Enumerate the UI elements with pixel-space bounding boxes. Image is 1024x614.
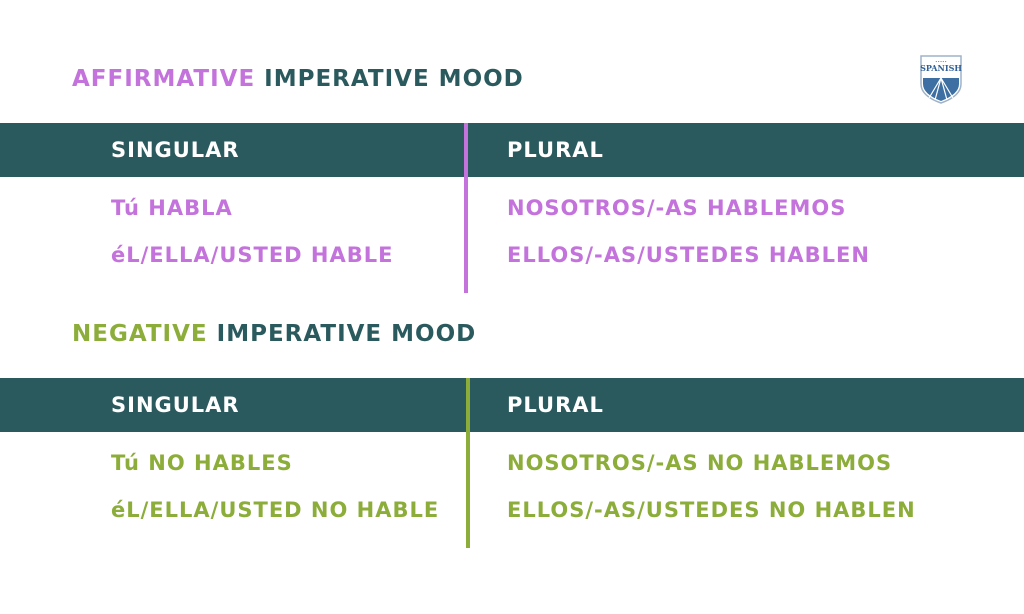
negative-singular-1: Tú NO HABLES bbox=[111, 451, 293, 475]
negative-plural-header: PLURAL bbox=[507, 393, 604, 417]
affirmative-plural-1: NOSOTROS/-AS HABLEMOS bbox=[507, 196, 847, 220]
logo-text: SPANISH bbox=[920, 63, 962, 73]
negative-column-divider bbox=[466, 378, 470, 548]
affirmative-singular-header: SINGULAR bbox=[111, 138, 240, 162]
svg-text:•••••: ••••• bbox=[935, 59, 947, 64]
affirmative-title-rest: IMPERATIVE MOOD bbox=[264, 66, 524, 92]
affirmative-plural-2: ELLOS/-AS/USTEDES HABLEN bbox=[507, 243, 870, 267]
negative-singular-2: éL/ELLA/USTED NO HABLE bbox=[111, 498, 440, 522]
negative-singular-header: SINGULAR bbox=[111, 393, 240, 417]
affirmative-title-accent: AFFIRMATIVE bbox=[72, 66, 256, 92]
affirmative-singular-2: éL/ELLA/USTED HABLE bbox=[111, 243, 394, 267]
affirmative-column-divider bbox=[464, 123, 468, 293]
negative-header-band: SINGULAR PLURAL bbox=[0, 378, 1024, 432]
affirmative-plural-header: PLURAL bbox=[507, 138, 604, 162]
negative-plural-2: ELLOS/-AS/USTEDES NO HABLEN bbox=[507, 498, 916, 522]
affirmative-header-band: SINGULAR PLURAL bbox=[0, 123, 1024, 177]
negative-title: NEGATIVE IMPERATIVE MOOD bbox=[72, 323, 476, 346]
affirmative-title: AFFIRMATIVE IMPERATIVE MOOD bbox=[72, 68, 524, 91]
negative-title-accent: NEGATIVE bbox=[72, 321, 208, 347]
negative-title-rest: IMPERATIVE MOOD bbox=[216, 321, 477, 347]
negative-plural-1: NOSOTROS/-AS NO HABLEMOS bbox=[507, 451, 893, 475]
affirmative-singular-1: Tú HABLA bbox=[111, 196, 233, 220]
spanish-logo-icon: ••••• SPANISH bbox=[920, 55, 962, 104]
